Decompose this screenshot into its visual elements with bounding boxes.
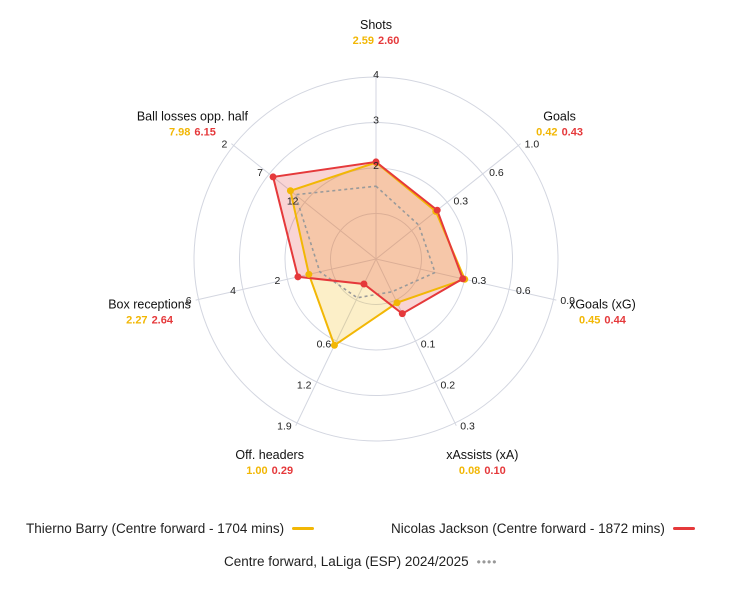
value-p1-4: 0.08 [459,465,480,477]
tick-label-4-3: 0.3 [460,421,475,433]
point-p2-3 [459,275,467,283]
axis-values-7: 7.98 6.15 [169,127,216,139]
value-p1-6: 2.27 [126,314,147,326]
tick-label-4-2: 0.2 [441,380,456,392]
series-line-p2 [271,160,464,315]
axis-title-5: Off. headers [235,448,304,462]
tick-label-6-1: 2 [275,275,281,287]
value-p2-4: 0.10 [484,465,505,477]
point-p1-4 [393,299,401,307]
axis-values-4: 0.08 0.10 [459,465,506,477]
point-p1-7 [286,187,294,195]
axis-title-2: Goals [543,110,576,124]
radar-chart: 2 3 4 0.3 0.6 1.0 0.3 0.6 0.9 0.1 0.2 0.3 0.6 1.2 1.9 2… [108,18,636,477]
value-p2-1: 2.60 [378,35,399,47]
tick-label-1-3: 4 [373,69,379,81]
axis-spoke-6 [195,258,377,301]
point-p2-2 [433,206,441,214]
tick-label-1-2: 3 [373,115,379,127]
series-area-p1 [290,162,465,346]
point-p2-4 [398,310,406,318]
tick-label-7-1: 12 [287,195,299,207]
value-p2-2: 0.43 [562,127,583,139]
legend-swatch-p2 [672,527,695,530]
point-p1-5 [330,341,338,349]
tick-label-6-3: 6 [186,295,192,307]
tick-label-5-1: 0.6 [317,339,332,351]
point-p2-7 [269,173,277,181]
tick-label-6-2: 4 [230,285,236,297]
axis-title-7: Ball losses opp. half [137,110,249,124]
point-p1-6 [305,270,313,278]
tick-label-5-3: 1.9 [277,421,292,433]
value-p2-6: 2.64 [152,314,174,326]
axis-spoke-4 [375,258,457,426]
axis-spoke-7 [231,143,377,260]
tick-label-7-2: 7 [257,167,263,179]
legend-label-p2: Nicolas Jackson (Centre forward - 1872 m… [391,521,665,536]
legend-item-avg: Centre forward, LaLiga (ESP) 2024/2025 •… [224,554,497,569]
value-p2-3: 0.44 [604,314,626,326]
value-p2-7: 6.15 [194,127,215,139]
legend-swatch-p1 [292,527,315,530]
tick-label-2-3: 1.0 [525,139,540,151]
tick-label-2-1: 0.3 [453,195,468,207]
tick-label-3-1: 0.3 [472,275,487,287]
tick-label-1-1: 2 [373,160,379,172]
axis-values-3: 0.45 0.44 [579,314,627,326]
axis-spoke-2 [375,143,521,260]
axis-title-6: Box receptions [108,297,191,311]
series-line-avg [294,185,437,299]
legend-label-avg: Centre forward, LaLiga (ESP) 2024/2025 [224,554,469,569]
axis-title-4: xAssists (xA) [446,448,518,462]
legend-swatch-avg: •••• [476,554,498,569]
value-p1-7: 7.98 [169,127,190,139]
axis-values-1: 2.59 2.60 [353,35,400,47]
tick-label-4-1: 0.1 [421,339,436,351]
series-line-p1 [289,161,467,347]
value-p1-3: 0.45 [579,314,600,326]
legend-item-p2: Nicolas Jackson (Centre forward - 1872 m… [391,521,695,536]
tick-label-3-3: 0.9 [560,295,575,307]
axis-values-6: 2.27 2.64 [126,314,174,326]
axis-values-2: 0.42 0.43 [536,127,583,139]
tick-label-7-3: 2 [222,139,228,151]
value-p2-5: 0.29 [272,465,293,477]
tick-label-2-2: 0.6 [489,167,504,179]
series-area-p2 [273,161,463,314]
axis-values-5: 1.00 0.29 [246,465,293,477]
point-p2-6 [294,273,302,281]
value-p1-5: 1.00 [246,465,267,477]
point-p2-1 [372,158,380,166]
value-p1-1: 2.59 [353,35,374,47]
tick-label-5-2: 1.2 [297,380,312,392]
legend-item-p1: Thierno Barry (Centre forward - 1704 min… [26,521,315,536]
point-p2-5 [360,280,368,288]
axis-title-1: Shots [360,18,392,32]
tick-label-3-2: 0.6 [516,285,531,297]
value-p1-2: 0.42 [536,127,557,139]
legend-label-p1: Thierno Barry (Centre forward - 1704 min… [26,521,285,536]
axis-title-3: xGoals (xG) [569,297,636,311]
